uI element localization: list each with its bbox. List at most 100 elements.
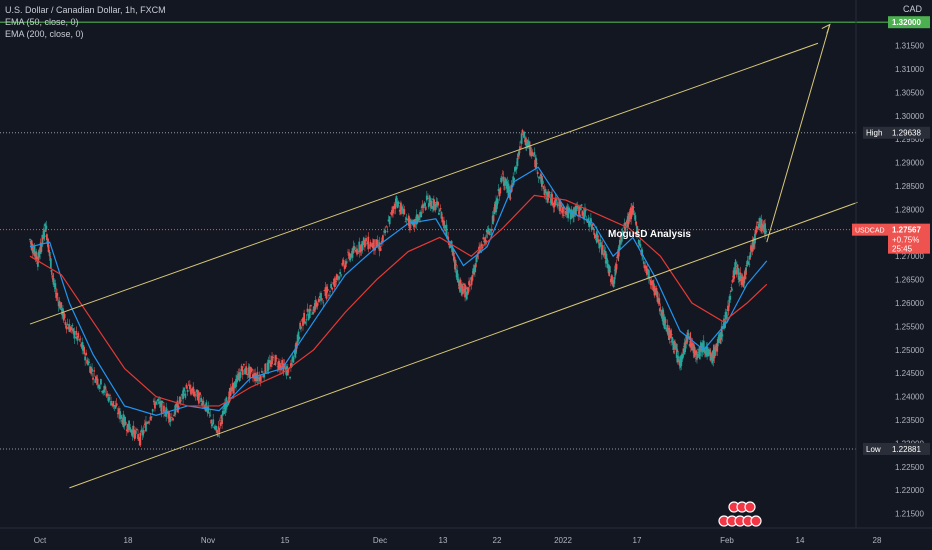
candle-body — [439, 208, 442, 210]
candle-body — [336, 276, 339, 278]
low-price-label: 1.22881 — [892, 445, 921, 454]
candle-body — [281, 360, 284, 365]
candle-body — [384, 230, 387, 234]
candle-body — [750, 249, 753, 252]
candle-body — [344, 261, 347, 268]
candle-body — [676, 349, 679, 353]
candle-body — [216, 429, 219, 433]
candle-body — [149, 416, 152, 420]
candle-body — [490, 234, 492, 235]
event-markers[interactable] — [718, 501, 762, 527]
candle-body — [222, 407, 225, 409]
candle-body — [207, 406, 210, 414]
candle-body — [737, 268, 740, 280]
y-tick-label: 1.22000 — [895, 486, 924, 495]
candle-body — [730, 288, 733, 291]
candle-body — [233, 381, 236, 389]
candle-body — [692, 345, 695, 354]
symbol-title[interactable]: U.S. Dollar / Canadian Dollar, 1h, FXCM — [5, 5, 166, 15]
candle-body — [230, 387, 233, 392]
candle-body — [248, 366, 251, 378]
candle-body — [364, 240, 366, 248]
candle-body — [334, 280, 337, 282]
candle-body — [60, 302, 63, 309]
x-tick-label: 17 — [633, 536, 642, 545]
projection-arrow-head[interactable] — [821, 23, 831, 34]
candle-body — [48, 251, 51, 256]
candle-body — [191, 388, 194, 391]
candle-body — [102, 390, 105, 394]
candle-body — [345, 261, 348, 263]
candle-body — [441, 216, 444, 223]
candle-body — [699, 354, 702, 356]
candle-body — [256, 371, 259, 382]
ema50-legend[interactable]: EMA (50, close, 0) — [5, 17, 79, 27]
annotation-text[interactable]: MogusD Analysis — [608, 229, 691, 240]
candle-body — [268, 360, 271, 362]
candle-body — [192, 386, 195, 394]
candle-body — [731, 280, 734, 283]
candle-body — [279, 363, 281, 369]
projection-arrow-line[interactable] — [766, 24, 831, 243]
candle-body — [274, 355, 277, 366]
candle-body — [739, 272, 742, 275]
candle-body — [682, 353, 684, 357]
candle-body — [224, 404, 227, 413]
economic-event-marker[interactable] — [750, 515, 762, 527]
candle-body — [600, 247, 603, 255]
candle-body — [48, 251, 51, 252]
candle-body — [119, 411, 121, 420]
candle-body — [551, 202, 554, 206]
candle-body — [35, 251, 38, 260]
candle-body — [634, 215, 637, 221]
last-price-label: 1.27567 — [892, 226, 921, 235]
y-tick-label: 1.25500 — [895, 322, 924, 331]
candle-body — [105, 393, 108, 397]
candle-body — [232, 382, 235, 394]
candle-body — [541, 180, 544, 185]
candle-body — [481, 245, 484, 249]
drawings[interactable]: MogusD Analysis — [29, 23, 858, 489]
candle-body — [662, 311, 665, 317]
candle-body — [760, 219, 763, 230]
candle-body — [131, 429, 134, 437]
channel-lower-line[interactable] — [69, 201, 858, 489]
candle-body — [505, 179, 508, 186]
candle-body — [276, 366, 279, 368]
candle-body — [241, 369, 244, 375]
candle-body — [325, 286, 328, 299]
candle-body — [173, 414, 175, 417]
candle-body — [393, 205, 396, 209]
candle-body — [725, 312, 728, 316]
candle-body — [251, 374, 254, 378]
candle-body — [329, 291, 331, 293]
candle-body — [289, 363, 292, 368]
candle-body — [65, 325, 68, 330]
y-tick-label: 1.22500 — [895, 463, 924, 472]
candle-body — [419, 212, 421, 218]
candle-body — [709, 349, 711, 353]
candle-body — [359, 245, 362, 253]
candle-body — [123, 416, 126, 426]
candle-body — [51, 272, 53, 274]
economic-event-marker[interactable] — [744, 501, 756, 513]
candle-body — [79, 338, 82, 340]
candle-body — [697, 349, 700, 351]
candle-body — [327, 295, 330, 297]
candle-body — [633, 213, 636, 216]
candle-body — [401, 206, 403, 211]
candle-body — [719, 337, 722, 342]
candle-body — [193, 391, 196, 397]
candle-body — [764, 223, 766, 235]
candle-body — [549, 201, 552, 203]
candle-body — [706, 349, 709, 351]
candle-body — [179, 400, 182, 402]
candle-body — [211, 424, 214, 426]
channel-upper-line[interactable] — [29, 42, 819, 325]
candle-body — [109, 394, 111, 396]
candle-body — [362, 237, 365, 242]
ema200-legend[interactable]: EMA (200, close, 0) — [5, 29, 84, 39]
candle-body — [209, 414, 212, 416]
x-tick-label: 28 — [873, 536, 882, 545]
